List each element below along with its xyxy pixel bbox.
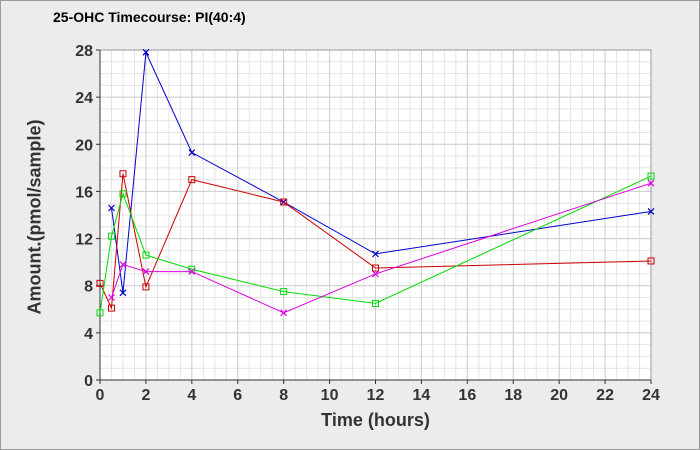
x-tick-label: 0 [96, 387, 105, 404]
series-3-point [107, 232, 115, 240]
series-3-point [119, 190, 127, 198]
series-2-point [372, 264, 379, 272]
series-2-point [107, 304, 115, 312]
y-tick-label: 12 [75, 232, 93, 249]
x-tick-label: 6 [233, 387, 242, 404]
series-2-point [647, 257, 655, 265]
y-tick-label: 16 [75, 184, 93, 201]
y-tick-label: 8 [84, 279, 93, 296]
x-tick-label: 4 [187, 387, 196, 404]
series-3-point [647, 172, 655, 180]
x-tick-label: 24 [642, 387, 660, 404]
y-tick-label: 24 [75, 90, 93, 107]
x-tick-label: 8 [279, 387, 288, 404]
series-4-point [647, 179, 655, 187]
series-4-point [188, 268, 196, 275]
series-4 [108, 179, 655, 317]
series-4-point [280, 309, 288, 317]
series-3-point [280, 288, 288, 296]
series-3-point [372, 299, 379, 307]
series-1-point [119, 289, 127, 297]
series-3 [96, 172, 655, 317]
series-4-point [142, 268, 150, 275]
x-tick-label: 10 [321, 387, 339, 404]
x-tick-label: 18 [504, 387, 522, 404]
series-3-point [96, 309, 104, 317]
series-2 [96, 170, 655, 312]
x-tick-label: 12 [367, 387, 385, 404]
series-2-point [142, 283, 150, 291]
series-2-point [119, 170, 127, 178]
series-4-point [119, 261, 127, 268]
y-axis-label: Amount.(pmol/sample) [24, 119, 44, 314]
x-tick-label: 16 [458, 387, 476, 404]
series-1-point [142, 48, 150, 56]
series-4-point [372, 270, 379, 278]
series-3-point [142, 251, 150, 259]
chart-title: 25-OHC Timecourse: PI(40:4) [53, 9, 246, 25]
x-tick-label: 14 [413, 387, 431, 404]
x-tick-label: 22 [596, 387, 614, 404]
series-2-point [280, 198, 288, 206]
series-2-line [99, 173, 652, 311]
series-3-line [99, 175, 652, 313]
series-4-point [108, 294, 115, 301]
series-2-point [96, 279, 104, 287]
y-tick-label: 28 [75, 43, 93, 60]
series-2-point [188, 176, 196, 184]
x-tick-label: 20 [550, 387, 568, 404]
x-axis-label: Time (hours) [321, 410, 430, 430]
series-1-point [108, 204, 115, 212]
y-tick-label: 4 [84, 326, 93, 343]
y-tick-label: 0 [84, 373, 93, 390]
series-1-point [372, 250, 379, 258]
x-tick-label: 2 [141, 387, 150, 404]
y-tick-label: 20 [75, 137, 93, 154]
series-1-point [647, 208, 655, 215]
series-1-point [188, 149, 196, 156]
